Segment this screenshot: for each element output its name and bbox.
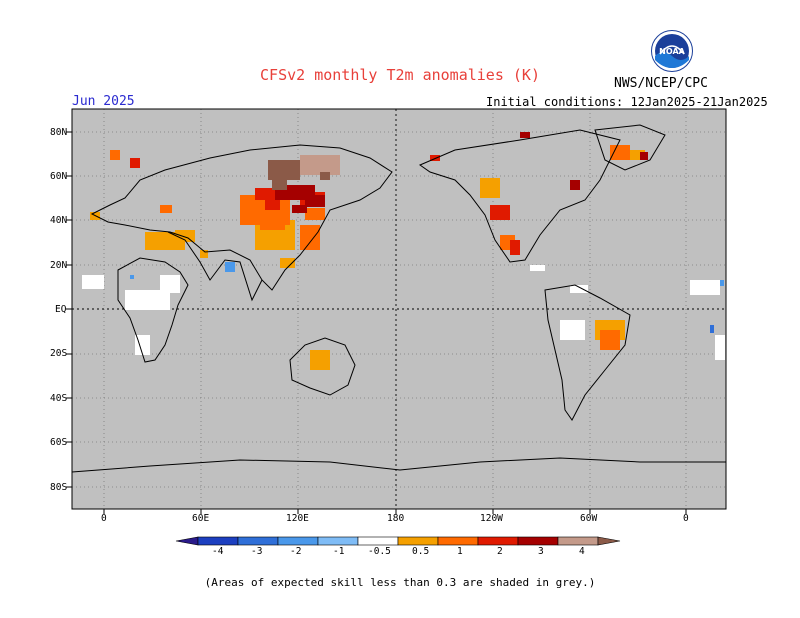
noaa-logo: NOAA (651, 30, 693, 72)
anomaly-patch (625, 150, 645, 160)
anomaly-patch (125, 290, 170, 310)
lon-label-60e: 60E (192, 513, 210, 524)
agency-label: NWS/NCEP/CPC (614, 76, 708, 91)
colorbar-label-n1: -1 (333, 546, 345, 557)
anomaly-patch (82, 275, 104, 289)
anomaly-patch (715, 335, 725, 360)
colorbar-segment (357, 536, 399, 546)
anomaly-patch (570, 180, 580, 190)
colorbar-label-n3: -3 (251, 546, 263, 557)
colorbar-label-n2: -2 (290, 546, 302, 557)
coast-north-america (418, 129, 621, 263)
anomaly-patch (530, 265, 545, 271)
lon-label-180: 180 (387, 513, 405, 524)
lat-label-40n: 40N (50, 215, 68, 226)
anomaly-patch (130, 275, 134, 279)
coast-south-america (544, 284, 631, 421)
anomaly-patch (130, 158, 140, 168)
footnote: (Areas of expected skill less than 0.3 a… (204, 576, 596, 589)
lat-label-80s: 80S (50, 482, 68, 493)
colorbar-label-1: 1 (457, 546, 463, 557)
anomaly-patch (510, 240, 520, 255)
anomaly-patch (490, 205, 510, 220)
colorbar-arrow-low (175, 536, 199, 546)
anomaly-patch (300, 225, 320, 250)
anomaly-patch (260, 215, 285, 230)
colorbar-segment (237, 536, 279, 546)
lon-label-0: 0 (101, 513, 107, 524)
anomaly-patch (272, 178, 287, 190)
anomaly-patch (480, 178, 500, 198)
lon-label-120e: 120E (286, 513, 309, 524)
colorbar-label-n05: -0.5 (368, 546, 391, 557)
anomaly-patch (305, 195, 325, 207)
anomaly-patch (310, 350, 330, 370)
coast-europe-asia (90, 144, 393, 291)
initial-conditions: Initial conditions: 12Jan2025-21Jan2025 (486, 95, 768, 109)
anomaly-patch (320, 160, 335, 168)
anomaly-patch (320, 172, 330, 180)
anomaly-patch (710, 325, 714, 333)
lon-label-0-east: 0 (683, 513, 689, 524)
lat-label-20s: 20S (50, 348, 68, 359)
anomaly-patch (292, 205, 307, 213)
anomaly-patch (135, 335, 150, 355)
anomaly-patch (225, 262, 235, 272)
forecast-month: Jun 2025 (72, 94, 135, 109)
map-title: CFSv2 monthly T2m anomalies (K) (260, 66, 540, 84)
colorbar-label-2: 2 (497, 546, 503, 557)
coast-arabia-india (167, 231, 263, 302)
anomaly-patch (560, 320, 585, 340)
anomaly-patch (640, 152, 648, 160)
anomaly-patch (610, 145, 630, 160)
colorbar-segment (437, 536, 479, 546)
coast-antarctica (71, 457, 726, 473)
colorbar-segment (397, 536, 439, 546)
coast-australia (289, 337, 356, 396)
colorbar-segment (317, 536, 359, 546)
anomaly-patch (268, 160, 300, 180)
anomaly-patch (160, 205, 172, 213)
coast-greenland (594, 124, 666, 171)
logo-text: NOAA (659, 47, 685, 56)
anomaly-patch (265, 200, 280, 210)
lat-label-20n: 20N (50, 260, 68, 271)
coast-africa (117, 257, 189, 363)
anomaly-patch (200, 250, 208, 258)
anomaly-patch (305, 208, 325, 220)
anomaly-patch (160, 275, 180, 293)
colorbar (175, 536, 621, 546)
anomaly-patch (110, 150, 120, 160)
colorbar-segment (197, 536, 239, 546)
colorbar-segment (517, 536, 559, 546)
coastlines (71, 124, 726, 473)
anomaly-patch (690, 280, 720, 295)
lat-label-60n: 60N (50, 171, 68, 182)
colorbar-segment (557, 536, 599, 546)
lat-label-40s: 40S (50, 393, 68, 404)
colorbar-label-3: 3 (538, 546, 544, 557)
anomaly-patch (600, 330, 620, 350)
anomaly-patch (720, 280, 724, 286)
colorbar-arrow-high (597, 536, 621, 546)
axis-ticks (66, 131, 687, 514)
anomaly-patch (430, 155, 440, 161)
colorbar-label-05: 0.5 (412, 546, 430, 557)
lon-label-60w: 60W (580, 513, 598, 524)
lat-label-eq: EQ (55, 304, 67, 315)
lat-label-80n: 80N (50, 127, 68, 138)
colorbar-label-4: 4 (579, 546, 585, 557)
lat-label-60s: 60S (50, 437, 68, 448)
colorbar-label-n4: -4 (212, 546, 224, 557)
anomaly-patch (520, 132, 530, 138)
colorbar-segment (277, 536, 319, 546)
colorbar-segment (477, 536, 519, 546)
lon-label-120w: 120W (480, 513, 503, 524)
anomaly-patch (570, 285, 588, 293)
anomaly-patch (280, 258, 295, 268)
anomaly-patches (82, 132, 725, 370)
